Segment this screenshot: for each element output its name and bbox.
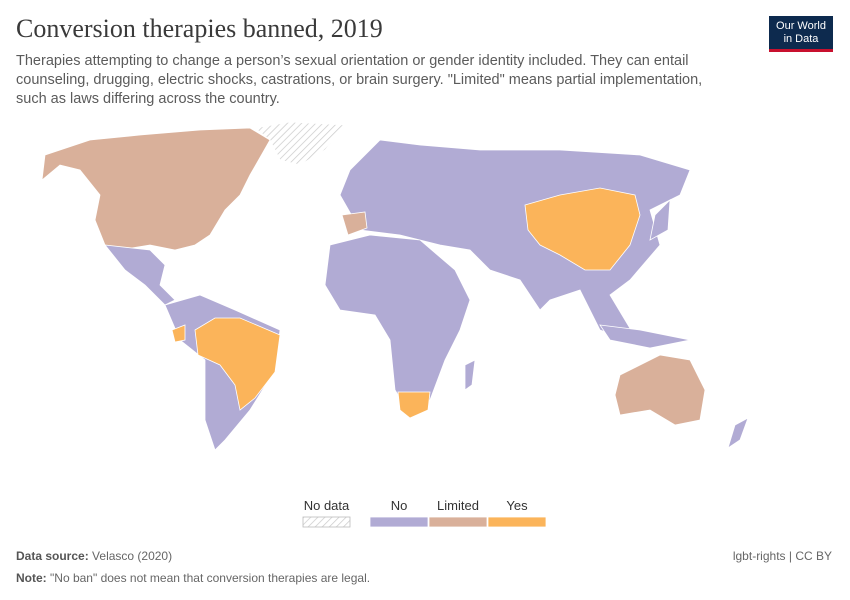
logo-line: in Data [783,33,819,45]
greenland[interactable] [254,121,346,166]
legend-swatch [428,516,488,528]
legend-swatch [302,516,351,528]
new-zealand[interactable] [727,417,749,449]
logo[interactable]: Our World in Data [769,16,833,52]
legend-swatch [487,516,547,528]
note: Note: "No ban" does not mean that conver… [16,571,370,585]
source: Data source: Velasco (2020) [16,549,172,563]
china[interactable] [524,187,641,271]
south-africa[interactable] [397,391,431,419]
legend-swatch [369,516,429,528]
source-text[interactable]: Velasco (2020) [92,549,173,563]
legend-label: No [391,498,408,513]
central-america[interactable] [104,244,176,306]
africa[interactable] [324,234,471,416]
australia[interactable] [614,354,706,426]
note-text: "No ban" does not mean that conversion t… [50,571,371,585]
japan[interactable] [649,198,671,241]
logo-line: Our World [776,20,826,32]
note-label: Note: [16,571,47,585]
legend-label: No data [304,498,350,513]
source-label: Data source: [16,549,89,563]
title: Conversion therapies banned, 2019 [16,14,383,43]
license[interactable]: lgbt-rights | CC BY [732,549,832,563]
madagascar[interactable] [464,359,476,391]
legend-label: Limited [437,498,479,513]
legend: No data No Limited Yes [302,498,547,528]
world-map [41,121,749,451]
spain[interactable] [341,211,368,236]
north-america[interactable] [41,127,271,251]
legend-label: Yes [506,498,528,513]
brazil[interactable] [194,317,281,411]
subtitle: Therapies attempting to change a person’… [16,53,703,107]
ecuador[interactable] [171,324,186,343]
indonesia[interactable] [599,324,691,349]
